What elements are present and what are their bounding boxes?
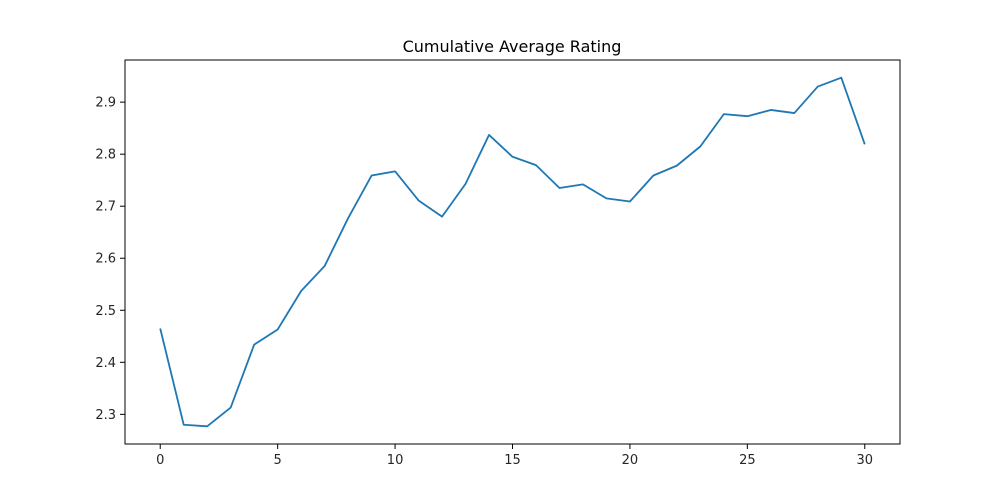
chart-title: Cumulative Average Rating bbox=[403, 37, 622, 56]
x-axis: 0 5 10 15 20 25 30 bbox=[156, 444, 873, 468]
y-tick-label: 2.7 bbox=[95, 200, 116, 215]
y-tick-label: 2.8 bbox=[95, 148, 116, 163]
y-axis: 2.3 2.4 2.5 2.6 2.7 2.8 2.9 bbox=[95, 96, 125, 423]
y-tick-label: 2.9 bbox=[95, 96, 116, 111]
x-tick-label: 15 bbox=[504, 453, 521, 468]
plot-area bbox=[159, 76, 866, 428]
y-tick-label: 2.5 bbox=[95, 304, 116, 319]
x-tick-label: 20 bbox=[622, 453, 639, 468]
x-tick-label: 30 bbox=[856, 453, 873, 468]
x-tick-label: 25 bbox=[739, 453, 756, 468]
series-line bbox=[159, 76, 866, 428]
x-tick-label: 10 bbox=[387, 453, 404, 468]
y-tick-label: 2.4 bbox=[95, 356, 116, 371]
y-tick-label: 2.6 bbox=[95, 252, 116, 267]
x-tick-label: 5 bbox=[274, 453, 282, 468]
axes-frame bbox=[124, 59, 901, 445]
y-tick-label: 2.3 bbox=[95, 408, 116, 423]
x-tick-label: 0 bbox=[156, 453, 164, 468]
